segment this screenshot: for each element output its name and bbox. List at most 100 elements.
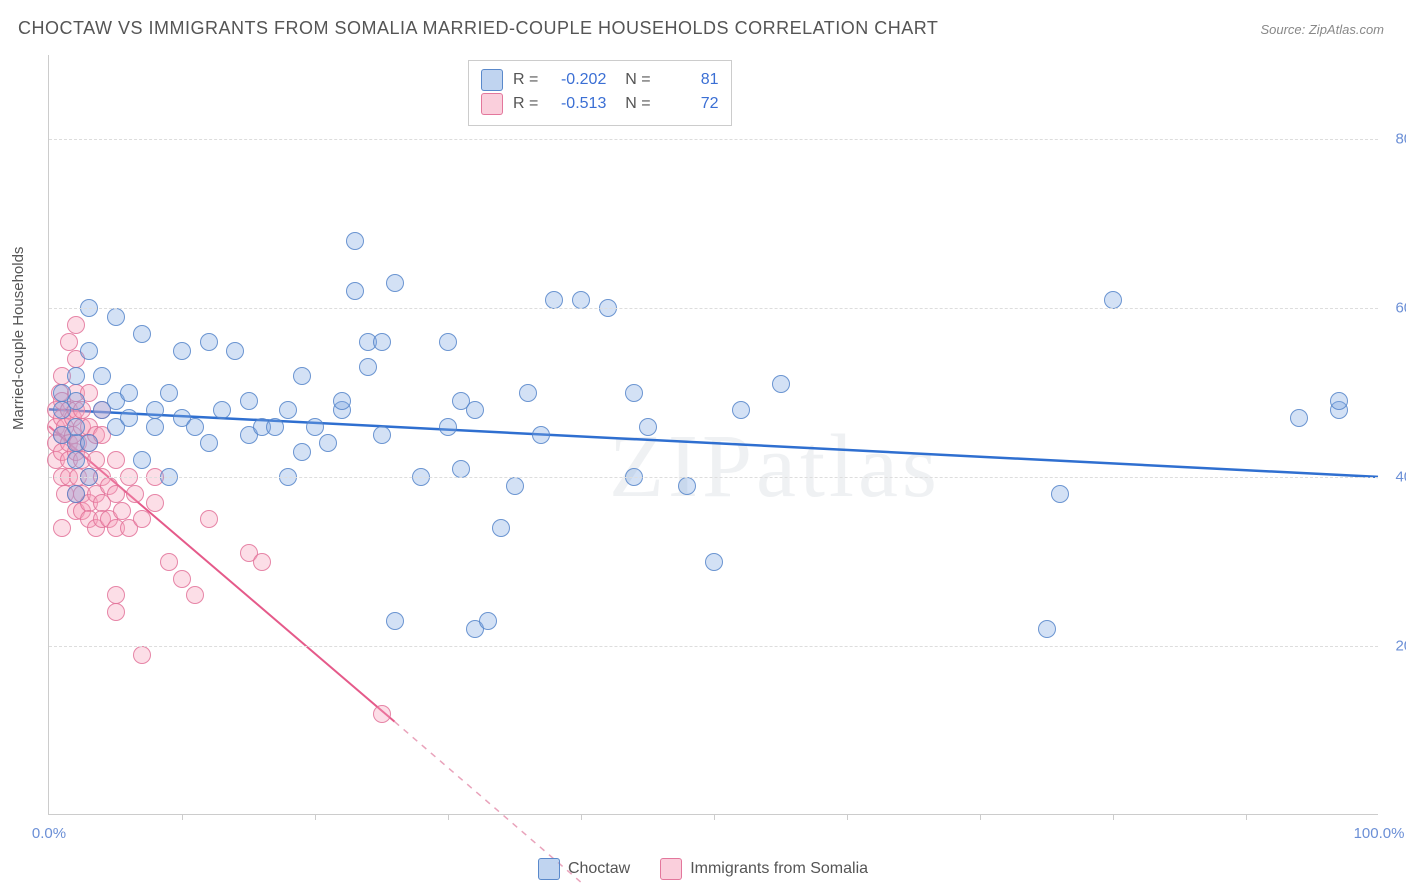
scatter-point-a (1104, 291, 1122, 309)
scatter-point-a (120, 409, 138, 427)
scatter-point-a (306, 418, 324, 436)
x-tick-mark (1246, 814, 1247, 820)
x-tick-mark (581, 814, 582, 820)
x-tick-mark (980, 814, 981, 820)
scatter-point-a (200, 434, 218, 452)
stat-n-a: 81 (661, 71, 719, 89)
stats-row-a: R = -0.202 N = 81 (481, 69, 719, 91)
scatter-point-b (133, 510, 151, 528)
scatter-point-a (625, 384, 643, 402)
scatter-point-a (146, 418, 164, 436)
scatter-point-b (133, 646, 151, 664)
scatter-point-b (373, 705, 391, 723)
scatter-point-a (226, 342, 244, 360)
scatter-point-a (705, 553, 723, 571)
gridline-h (49, 477, 1378, 478)
scatter-point-a (133, 325, 151, 343)
scatter-point-a (293, 367, 311, 385)
scatter-point-b (87, 451, 105, 469)
scatter-point-a (492, 519, 510, 537)
x-tick-label: 100.0% (1354, 825, 1405, 842)
scatter-point-b (186, 586, 204, 604)
x-tick-mark (448, 814, 449, 820)
scatter-point-a (200, 333, 218, 351)
x-tick-mark (847, 814, 848, 820)
scatter-point-a (67, 418, 85, 436)
scatter-point-a (1038, 620, 1056, 638)
swatch-a-icon (538, 858, 560, 880)
stat-n-b: 72 (661, 95, 719, 113)
stat-r-a: -0.202 (548, 71, 606, 89)
source-attribution: Source: ZipAtlas.com (1260, 22, 1384, 37)
legend-label-b: Immigrants from Somalia (690, 860, 868, 878)
scatter-point-a (107, 308, 125, 326)
scatter-point-b (173, 570, 191, 588)
scatter-point-a (466, 401, 484, 419)
scatter-point-a (80, 342, 98, 360)
scatter-point-a (146, 401, 164, 419)
chart-plot-area: ZIPatlas 20.0%40.0%60.0%80.0%0.0%100.0% (48, 55, 1378, 815)
swatch-b-icon (481, 93, 503, 115)
chart-title: CHOCTAW VS IMMIGRANTS FROM SOMALIA MARRI… (18, 18, 938, 39)
scatter-point-a (240, 392, 258, 410)
y-tick-label: 20.0% (1383, 638, 1406, 655)
scatter-point-b (253, 553, 271, 571)
swatch-b-icon (660, 858, 682, 880)
y-tick-label: 80.0% (1383, 131, 1406, 148)
scatter-points-layer (49, 55, 1378, 814)
scatter-point-a (293, 443, 311, 461)
gridline-h (49, 308, 1378, 309)
gridline-h (49, 646, 1378, 647)
scatter-point-b (160, 553, 178, 571)
scatter-point-a (732, 401, 750, 419)
scatter-point-b (60, 333, 78, 351)
scatter-point-a (346, 282, 364, 300)
scatter-point-a (452, 460, 470, 478)
scatter-point-b (67, 316, 85, 334)
scatter-point-a (1330, 392, 1348, 410)
bottom-legend: Choctaw Immigrants from Somalia (0, 858, 1406, 880)
gridline-h (49, 139, 1378, 140)
scatter-point-a (333, 392, 351, 410)
scatter-point-a (120, 384, 138, 402)
scatter-point-a (678, 477, 696, 495)
scatter-point-b (107, 603, 125, 621)
stat-label-r: R = (513, 71, 538, 89)
x-tick-mark (182, 814, 183, 820)
scatter-point-a (772, 375, 790, 393)
scatter-point-a (506, 477, 524, 495)
swatch-a-icon (481, 69, 503, 91)
scatter-point-a (439, 418, 457, 436)
scatter-point-a (386, 274, 404, 292)
scatter-point-a (1051, 485, 1069, 503)
scatter-point-b (113, 502, 131, 520)
y-tick-label: 40.0% (1383, 469, 1406, 486)
scatter-point-a (479, 612, 497, 630)
scatter-point-a (373, 426, 391, 444)
scatter-point-a (186, 418, 204, 436)
scatter-point-a (532, 426, 550, 444)
scatter-point-a (93, 367, 111, 385)
x-tick-mark (315, 814, 316, 820)
scatter-point-a (80, 434, 98, 452)
scatter-point-a (572, 291, 590, 309)
x-tick-label: 0.0% (32, 825, 66, 842)
scatter-point-a (439, 333, 457, 351)
y-axis-label: Married-couple Households (10, 247, 27, 430)
scatter-point-a (346, 232, 364, 250)
scatter-point-b (200, 510, 218, 528)
scatter-point-a (160, 384, 178, 402)
scatter-point-a (519, 384, 537, 402)
stat-label-n: N = (616, 95, 650, 113)
scatter-point-a (639, 418, 657, 436)
stats-legend-box: R = -0.202 N = 81 R = -0.513 N = 72 (468, 60, 732, 126)
scatter-point-b (146, 494, 164, 512)
scatter-point-b (107, 451, 125, 469)
scatter-point-a (373, 333, 391, 351)
x-tick-mark (1113, 814, 1114, 820)
legend-item-b: Immigrants from Somalia (660, 858, 868, 880)
stats-row-b: R = -0.513 N = 72 (481, 93, 719, 115)
stat-r-b: -0.513 (548, 95, 606, 113)
scatter-point-a (67, 485, 85, 503)
stat-label-r: R = (513, 95, 538, 113)
